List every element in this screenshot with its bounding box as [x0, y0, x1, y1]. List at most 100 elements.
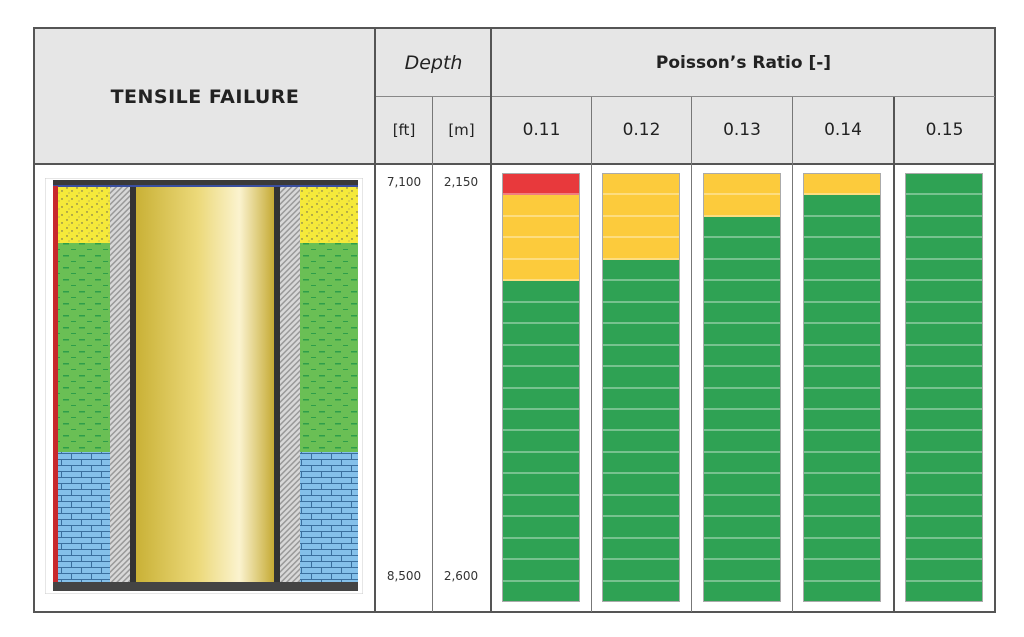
segment-safe	[603, 345, 679, 368]
segment-safe	[804, 517, 880, 539]
segment-safe	[603, 281, 679, 303]
segment-safe	[804, 302, 880, 325]
depth-bottom-m: 2,600	[443, 569, 479, 583]
segment-safe	[603, 431, 679, 453]
table-border-left	[33, 27, 35, 613]
segment-safe	[503, 388, 579, 410]
production-pipe	[136, 186, 274, 582]
table-border-top	[33, 27, 996, 29]
depth-bottom-ft: 8,500	[386, 569, 422, 583]
segment-safe	[906, 345, 982, 368]
segment-safe	[603, 517, 679, 539]
segment-safe	[704, 560, 780, 582]
segment-safe	[906, 388, 982, 410]
segment-safe	[503, 538, 579, 561]
segment-safe	[503, 324, 579, 346]
col-divider	[490, 27, 492, 613]
segment-safe	[503, 581, 579, 602]
depth-header: Depth	[404, 52, 463, 74]
segment-safe	[603, 367, 679, 389]
segment-safe	[906, 517, 982, 539]
top-bar	[53, 180, 358, 186]
segment-safe	[704, 345, 780, 368]
segment-safe	[906, 281, 982, 303]
segment-safe	[603, 409, 679, 432]
table-border-right	[994, 27, 996, 613]
segment-safe	[804, 281, 880, 303]
segment-safe	[704, 324, 780, 346]
col-divider	[432, 97, 433, 612]
segment-safe	[503, 495, 579, 518]
ratio-label: 0.14	[824, 120, 862, 140]
segment-safe	[906, 174, 982, 196]
segment-warning	[503, 195, 579, 217]
segment-safe	[603, 452, 679, 475]
subheader-divider	[375, 96, 995, 97]
segment-safe	[804, 409, 880, 432]
segment-safe	[704, 538, 780, 561]
segment-safe	[906, 452, 982, 475]
top-blue-line	[53, 185, 358, 187]
segment-safe	[906, 259, 982, 282]
failure-bar-0.15	[905, 173, 983, 602]
segment-warning	[503, 259, 579, 282]
segment-safe	[804, 238, 880, 260]
segment-safe	[906, 495, 982, 518]
segment-safe	[503, 302, 579, 325]
segment-safe	[503, 560, 579, 582]
page-title: TENSILE FAILURE	[110, 85, 300, 108]
table-border-bottom	[33, 611, 996, 613]
ratio-label: 0.11	[522, 120, 561, 140]
segment-safe	[906, 474, 982, 496]
col-divider	[893, 97, 895, 612]
segment-safe	[603, 388, 679, 410]
segment-safe	[704, 238, 780, 260]
segment-safe	[906, 431, 982, 453]
segment-warning	[603, 195, 679, 217]
col-divider	[792, 97, 793, 612]
segment-safe	[906, 216, 982, 239]
cement-right	[280, 186, 300, 582]
bottom-bar	[53, 582, 358, 591]
segment-safe	[906, 367, 982, 389]
segment-safe	[804, 431, 880, 453]
segment-safe	[503, 452, 579, 475]
ratio-label: 0.15	[925, 120, 964, 140]
segment-safe	[906, 538, 982, 561]
segment-safe	[704, 409, 780, 432]
segment-safe	[704, 367, 780, 389]
segment-safe	[704, 431, 780, 453]
segment-warning	[503, 216, 579, 239]
segment-safe	[804, 538, 880, 561]
segment-safe	[804, 388, 880, 410]
segment-safe	[603, 259, 679, 282]
segment-safe	[704, 495, 780, 518]
segment-safe	[804, 560, 880, 582]
ratio-label: 0.13	[723, 120, 761, 140]
casing-right	[274, 186, 280, 584]
segment-safe	[503, 431, 579, 453]
segment-safe	[603, 474, 679, 496]
segment-safe	[906, 238, 982, 260]
formation-limestone	[53, 452, 358, 582]
segment-safe	[804, 367, 880, 389]
segment-warning	[603, 238, 679, 260]
segment-safe	[704, 388, 780, 410]
segment-safe	[906, 409, 982, 432]
segment-warning	[603, 174, 679, 196]
segment-safe	[704, 452, 780, 475]
segment-safe	[804, 452, 880, 475]
segment-safe	[804, 474, 880, 496]
segment-safe	[603, 581, 679, 602]
formation-sandstone	[53, 186, 358, 243]
segment-warning	[603, 216, 679, 239]
segment-safe	[804, 345, 880, 368]
col-divider	[691, 97, 692, 612]
col-divider	[374, 27, 376, 613]
segment-safe	[804, 495, 880, 518]
segment-safe	[804, 324, 880, 346]
segment-safe	[503, 345, 579, 368]
segment-safe	[704, 259, 780, 282]
segment-safe	[503, 367, 579, 389]
segment-safe	[906, 560, 982, 582]
